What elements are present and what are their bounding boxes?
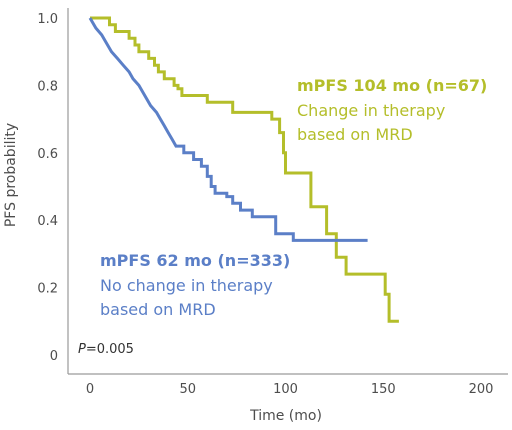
y-tick-label: 0	[50, 349, 58, 364]
curves	[88, 16, 399, 323]
y-tick-label: 0.4	[37, 214, 58, 229]
no-change-annotation-line-2: based on MRD	[100, 300, 216, 319]
change-annotation-title: mPFS 104 mo (n=67)	[297, 76, 487, 95]
series-no-change-curve	[88, 17, 368, 242]
y-ticks: 0 0.2 0.4 0.6 0.8 1.0	[37, 12, 58, 364]
y-tick-label: 0.6	[37, 147, 58, 162]
change-annotation: mPFS 104 mo (n=67) Change in therapy bas…	[297, 76, 487, 144]
p-value-number: =0.005	[86, 342, 134, 357]
series-change-in-therapy-curve	[90, 16, 399, 323]
x-ticks: 0 50 100 150 200	[86, 382, 494, 397]
p-value-label: P	[78, 342, 86, 357]
change-annotation-line-2: based on MRD	[297, 125, 413, 144]
y-tick-label: 1.0	[37, 12, 58, 27]
y-tick-label: 0.2	[37, 282, 58, 297]
no-change-annotation: mPFS 62 mo (n=333) No change in therapy …	[100, 251, 290, 319]
x-tick-label: 100	[273, 382, 298, 397]
no-change-annotation-line-1: No change in therapy	[100, 276, 273, 295]
no-change-annotation-title: mPFS 62 mo (n=333)	[100, 251, 290, 270]
x-tick-label: 0	[86, 382, 94, 397]
p-value: P=0.005	[78, 342, 134, 357]
x-tick-label: 150	[371, 382, 396, 397]
x-tick-label: 200	[469, 382, 494, 397]
y-tick-label: 0.8	[37, 79, 58, 94]
change-annotation-line-1: Change in therapy	[297, 101, 445, 120]
x-tick-label: 50	[179, 382, 196, 397]
y-axis-title: PFS probability	[3, 123, 19, 227]
x-axis-title: Time (mo)	[249, 408, 322, 424]
